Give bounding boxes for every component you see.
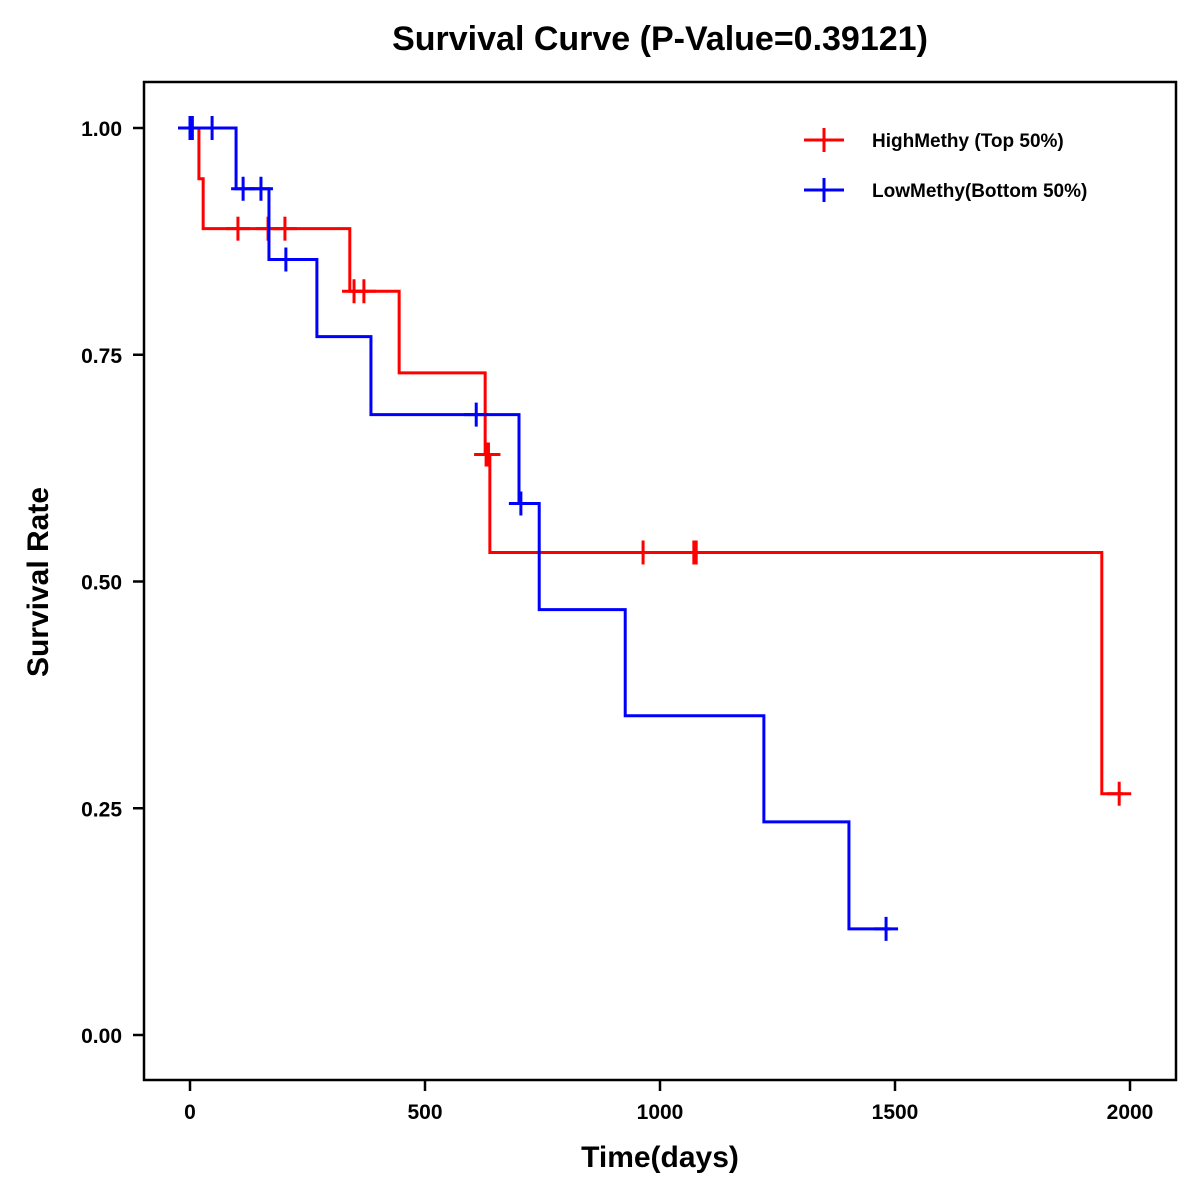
survival-line-low [190,126,891,931]
legend: HighMethy (Top 50%) LowMethy(Bottom 50%) [804,128,1087,202]
censor-mark-high [476,442,501,467]
censor-mark-low [464,402,489,427]
censor-mark-low [248,176,273,201]
censor-mark-high [351,279,376,304]
legend-label-low: LowMethy(Bottom 50%) [872,181,1087,202]
legend-item-low: LowMethy(Bottom 50%) [804,178,1087,202]
y-axis-title: Survival Rate [22,487,55,677]
censor-mark-low [508,491,533,516]
censor-mark-high [272,216,297,241]
x-axis: 0 500 1000 1500 2000 [184,1080,1153,1124]
censor-mark-high [225,216,250,241]
legend-item-high: HighMethy (Top 50%) [804,128,1064,152]
plot-frame [142,80,1178,1082]
censor-mark-high [631,540,656,565]
x-tick-label: 1000 [637,1101,684,1124]
series-high [190,126,1132,806]
x-tick-label: 500 [407,1101,442,1124]
y-tick-label: 0.00 [81,1025,122,1048]
censor-mark-low [874,916,899,941]
survival-curves [178,116,1132,941]
y-tick-label: 0.25 [81,798,122,821]
survival-line-high [190,126,1123,796]
x-tick-label: 2000 [1107,1101,1154,1124]
x-axis-title: Time(days) [581,1141,739,1174]
y-tick-label: 1.00 [81,118,122,141]
chart-title: Survival Curve (P-Value=0.39121) [392,20,928,58]
x-tick-label: 1500 [872,1101,919,1124]
y-tick-label: 0.50 [81,572,122,595]
legend-label-high: HighMethy (Top 50%) [872,131,1064,152]
series-low [178,116,899,941]
y-tick-label: 0.75 [81,345,122,368]
censor-mark-high [684,540,709,565]
censor-mark-low [200,116,225,140]
y-axis: 0.00 0.25 0.50 0.75 1.00 [81,118,144,1048]
censor-mark-high [1107,781,1132,806]
x-tick-label: 0 [184,1101,196,1124]
censor-mark-low [273,247,298,272]
